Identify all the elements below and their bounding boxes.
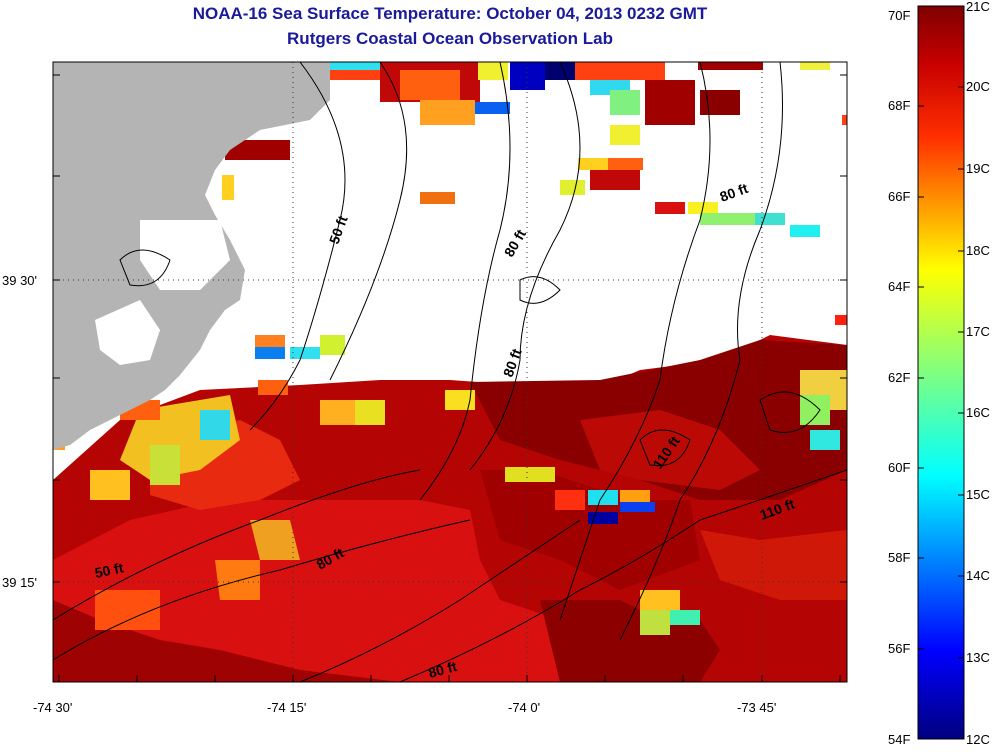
colorbar-f-label: 62F	[888, 370, 910, 385]
y-tick-label: 39 15'	[2, 575, 37, 590]
plot-frame	[52, 61, 848, 683]
colorbar-c-label: 17C	[966, 324, 990, 339]
axis-ticks	[53, 74, 847, 682]
x-tick-label: -74 15'	[267, 700, 306, 715]
colorbar-c-label: 21C	[966, 0, 990, 14]
colorbar-f-label: 60F	[888, 460, 910, 475]
map-title: NOAA-16 Sea Surface Temperature: October…	[192, 4, 708, 23]
colorbar-f-label: 66F	[888, 189, 910, 204]
x-tick-label: -74 0'	[508, 700, 540, 715]
colorbar-c-label: 18C	[966, 243, 990, 258]
colorbar-c-label: 12C	[966, 732, 990, 747]
x-tick-label: -73 45'	[737, 700, 776, 715]
colorbar-c-label: 20C	[966, 79, 990, 94]
colorbar-c-label: 14C	[966, 568, 990, 583]
contour-label: 50 ft	[93, 559, 125, 581]
map-subtitle: Rutgers Coastal Ocean Observation Lab	[287, 29, 613, 48]
colorbar-f-label: 64F	[888, 279, 910, 294]
contour-label: 80 ft	[427, 658, 459, 681]
colorbar-c-label: 15C	[966, 487, 990, 502]
plot-area: 50 ft 80 ft 80 ft 80 ft 110 ft 110 ft 50…	[53, 62, 847, 682]
colorbar-f-label: 58F	[888, 550, 910, 565]
bathymetry-contours	[53, 62, 847, 682]
colorbar-f-label: 54F	[888, 732, 910, 747]
colorbar-f-label: 70F	[888, 8, 910, 23]
grid-lines	[53, 62, 847, 682]
colorbar: 70F 68F 66F 64F 62F 60F 58F 56F 54F 21C …	[888, 0, 990, 747]
colorbar-f-label: 68F	[888, 98, 910, 113]
colorbar-c-label: 16C	[966, 405, 990, 420]
colorbar-f-label: 56F	[888, 641, 910, 656]
colorbar-c-label: 19C	[966, 161, 990, 176]
x-tick-label: -74 30'	[33, 700, 72, 715]
colorbar-c-label: 13C	[966, 650, 990, 665]
y-tick-label: 39 30'	[2, 273, 37, 288]
